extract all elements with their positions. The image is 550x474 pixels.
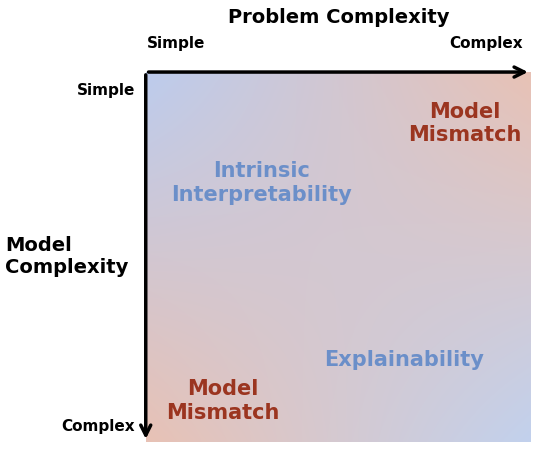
Text: Problem Complexity: Problem Complexity xyxy=(228,8,449,27)
Text: Model
Mismatch: Model Mismatch xyxy=(409,102,522,146)
Text: Simple: Simple xyxy=(76,83,135,98)
Text: Complex: Complex xyxy=(61,419,135,434)
Text: Complex: Complex xyxy=(449,36,523,51)
Text: Intrinsic
Interpretability: Intrinsic Interpretability xyxy=(171,161,351,205)
Text: Explainability: Explainability xyxy=(324,350,483,370)
Text: Simple: Simple xyxy=(147,36,206,51)
Text: Model
Mismatch: Model Mismatch xyxy=(166,380,279,423)
Text: Model
Complexity: Model Complexity xyxy=(6,237,129,277)
